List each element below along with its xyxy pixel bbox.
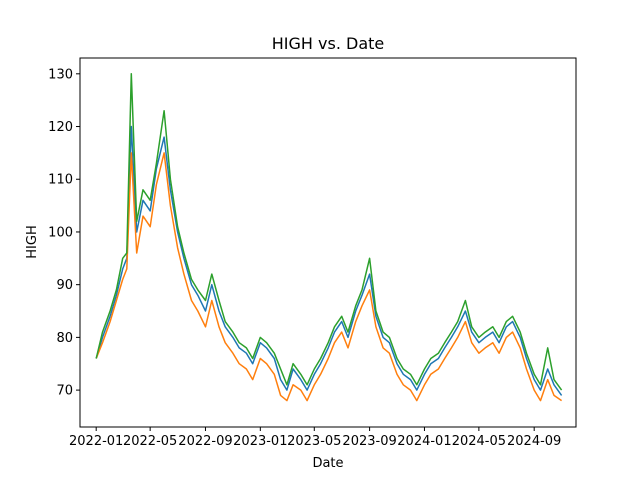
series-line-1 [95,125,563,396]
y-tick-label: 70 [56,384,73,399]
series-line-3 [95,73,563,391]
x-tick-label: 2022-09 [178,434,232,449]
y-axis-label: HIGH [25,225,40,258]
y-tick-label: 100 [48,225,73,240]
x-axis-label: Date [312,456,343,471]
plot-frame [79,57,577,428]
y-tick-label: 130 [48,67,73,82]
y-tick-label: 110 [48,173,73,188]
x-axis: 2022-01 2022-05 2022-09 2023-01 2023-05 2023-… [69,427,561,449]
y-tick-label: 90 [56,278,73,293]
y-tick-label: 80 [56,331,73,346]
x-tick-label: 2022-01 [69,434,123,449]
x-tick-label: 2024-09 [507,434,561,449]
series-layer [95,73,563,402]
x-tick-label: 2023-09 [342,434,396,449]
x-tick-label: 2024-05 [452,434,506,449]
y-tick-label: 120 [48,120,73,135]
x-tick-label: 2023-01 [233,434,287,449]
chart-title: HIGH vs. Date [272,34,384,53]
y-axis: 70 80 90 100 110 120 130 [48,67,80,399]
series-line-2 [95,152,563,402]
x-tick-label: 2023-05 [287,434,341,449]
x-tick-label: 2022-05 [123,434,177,449]
x-tick-label: 2024-01 [397,434,451,449]
